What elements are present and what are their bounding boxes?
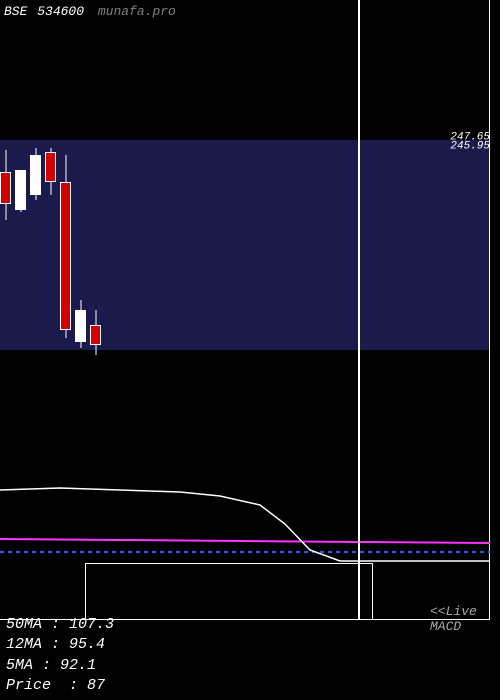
macd-label-line2: MACD	[430, 620, 477, 635]
chart-container: BSE 534600 munafa.pro 247.65 245.95 <<Li…	[0, 0, 490, 620]
macd-label: <<Live MACD	[430, 605, 477, 635]
candle	[30, 0, 41, 619]
candle	[15, 0, 26, 619]
price-axis-labels: 247.65 245.95	[450, 134, 490, 153]
stats-box: 50MA : 107.3 12MA : 95.4 5MA : 92.1 Pric…	[0, 611, 120, 700]
price-band	[0, 140, 489, 350]
candle	[45, 0, 56, 619]
stat-price: Price : 87	[6, 676, 114, 696]
candle	[0, 0, 11, 619]
current-time-line	[358, 0, 360, 619]
macd-panel	[85, 563, 373, 620]
price-label-low: 245.95	[450, 143, 490, 152]
stat-12ma: 12MA : 95.4	[6, 635, 114, 655]
title-site: munafa.pro	[98, 4, 176, 19]
candle	[90, 0, 101, 619]
macd-label-line1: <<Live	[430, 605, 477, 620]
stat-50ma: 50MA : 107.3	[6, 615, 114, 635]
stat-5ma: 5MA : 92.1	[6, 656, 114, 676]
candle	[60, 0, 71, 619]
candle	[75, 0, 86, 619]
